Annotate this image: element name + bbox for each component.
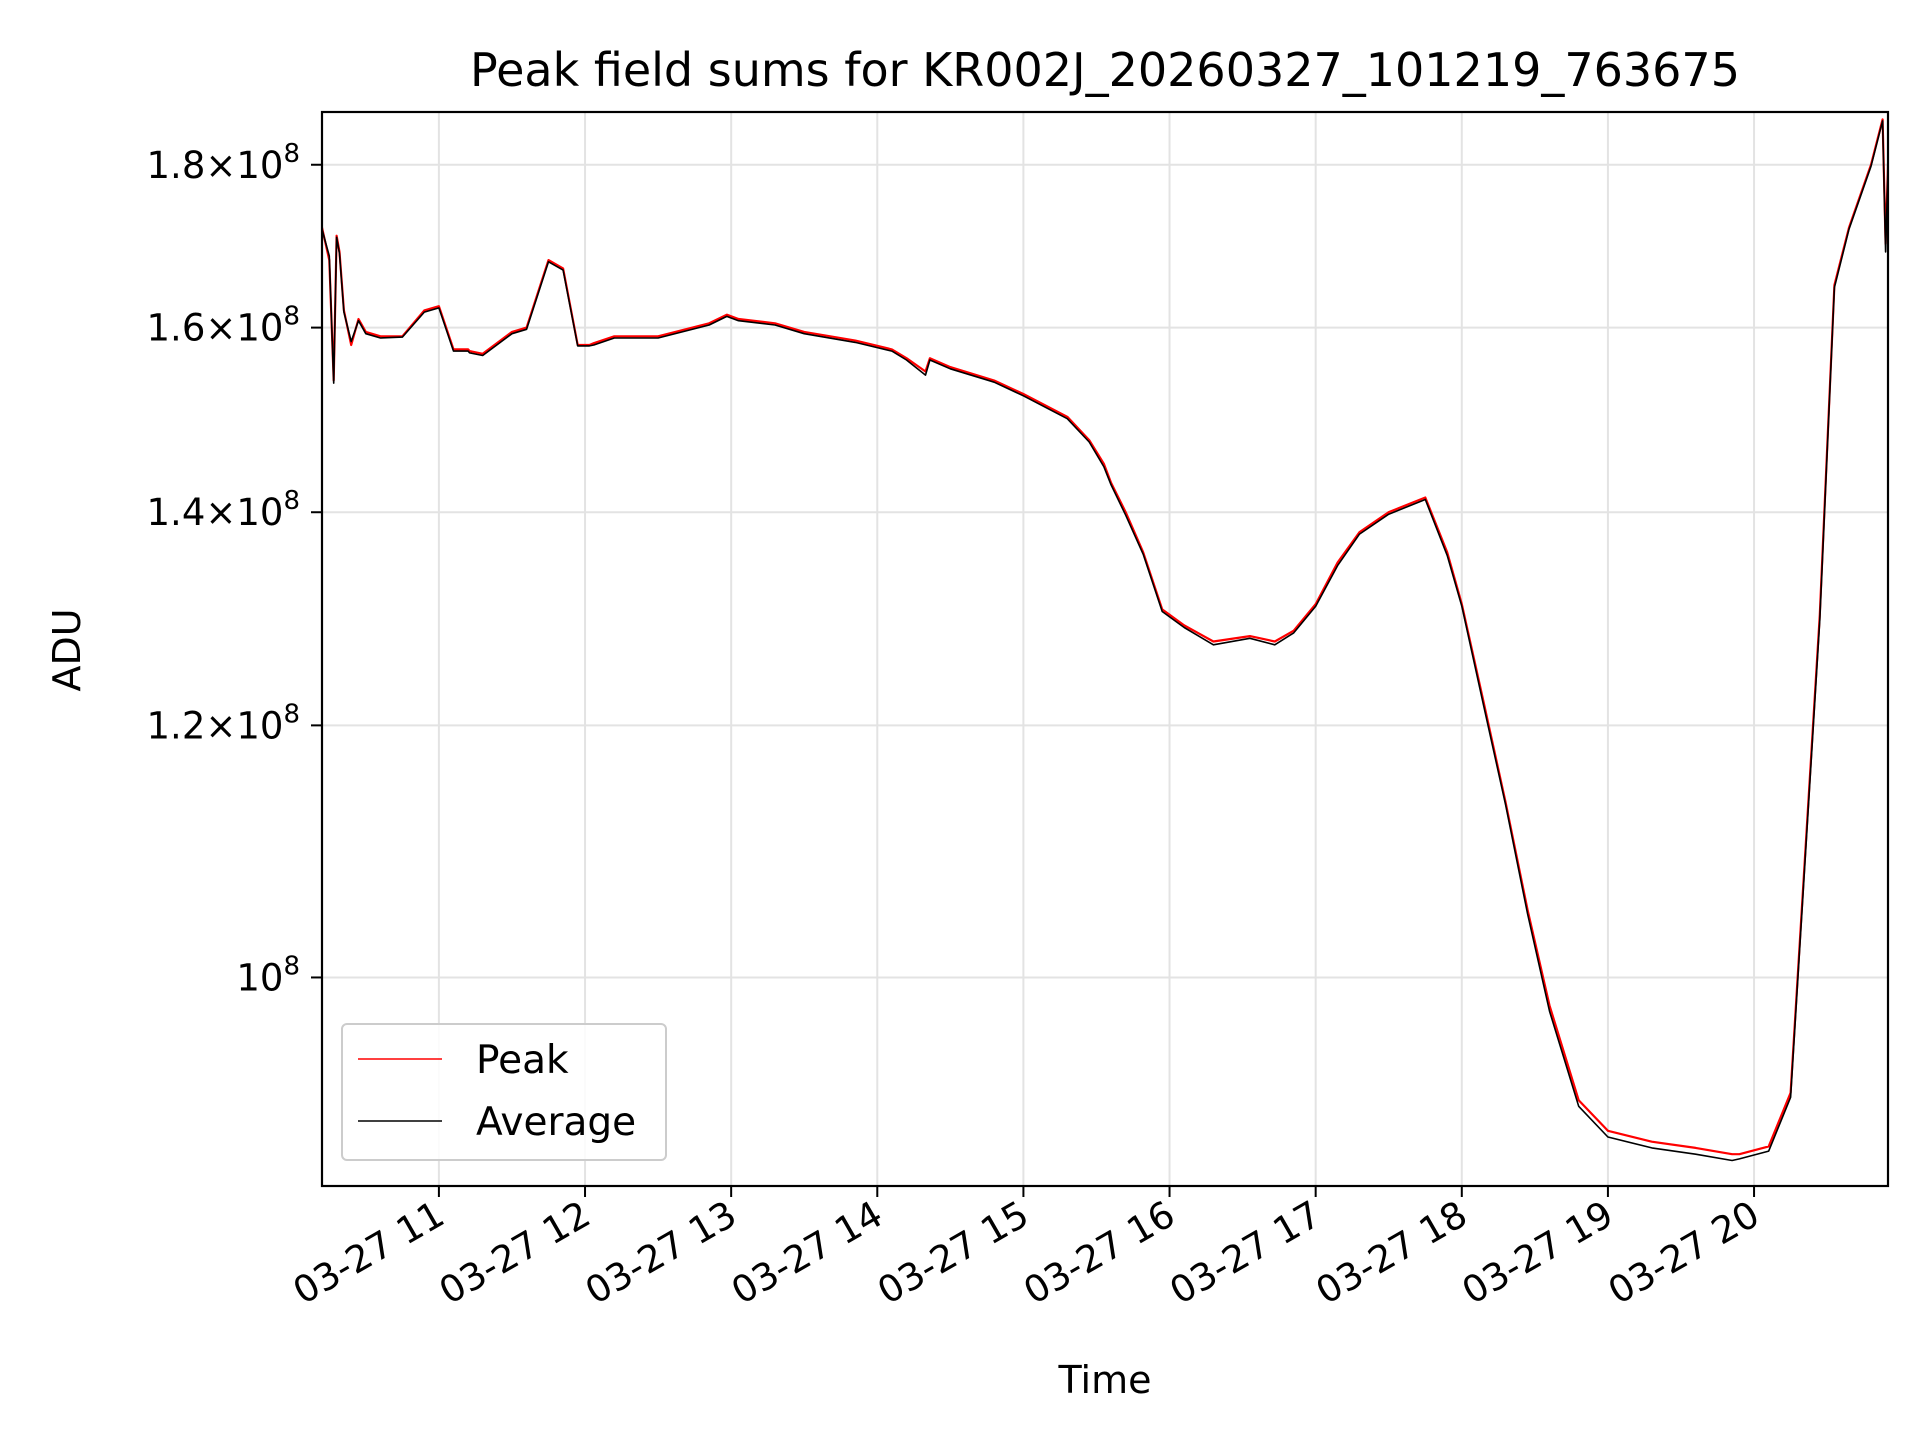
grid: [322, 112, 1888, 1186]
y-tick-exponent: 8: [283, 139, 300, 169]
y-tick-label: 1.8×108: [147, 139, 300, 187]
y-tick-base: 1.2×10: [147, 704, 284, 747]
y-axis-title: ADU: [45, 608, 89, 691]
legend-box: [341, 1023, 667, 1161]
y-tick-exponent: 8: [283, 699, 300, 729]
legend-label-average: Average: [476, 1100, 636, 1145]
y-tick-label: 1.2×108: [147, 699, 300, 747]
y-tick-label: 1.6×108: [147, 302, 300, 350]
series-layer: [322, 118, 1888, 1162]
legend-label-peak: Peak: [476, 1038, 569, 1083]
chart-title: Peak field sums for KR002J_20260327_1012…: [470, 43, 1740, 97]
y-tick-base: 1.8×10: [147, 144, 284, 187]
y-tick-exponent: 8: [283, 302, 300, 332]
y-tick-base: 10: [236, 956, 283, 999]
plot-frame: [320, 110, 1890, 1188]
y-tick-label: 108: [236, 951, 300, 999]
y-tick-exponent: 8: [283, 951, 300, 981]
y-tick-label: 1.4×108: [147, 486, 300, 534]
y-tick-base: 1.6×10: [147, 307, 284, 350]
series-line-average: [322, 120, 1888, 1162]
y-tick-base: 1.4×10: [147, 491, 284, 534]
y-tick-exponent: 8: [283, 486, 300, 516]
legend: Peak Average: [341, 1023, 667, 1161]
x-axis-title: Time: [1058, 1358, 1152, 1402]
